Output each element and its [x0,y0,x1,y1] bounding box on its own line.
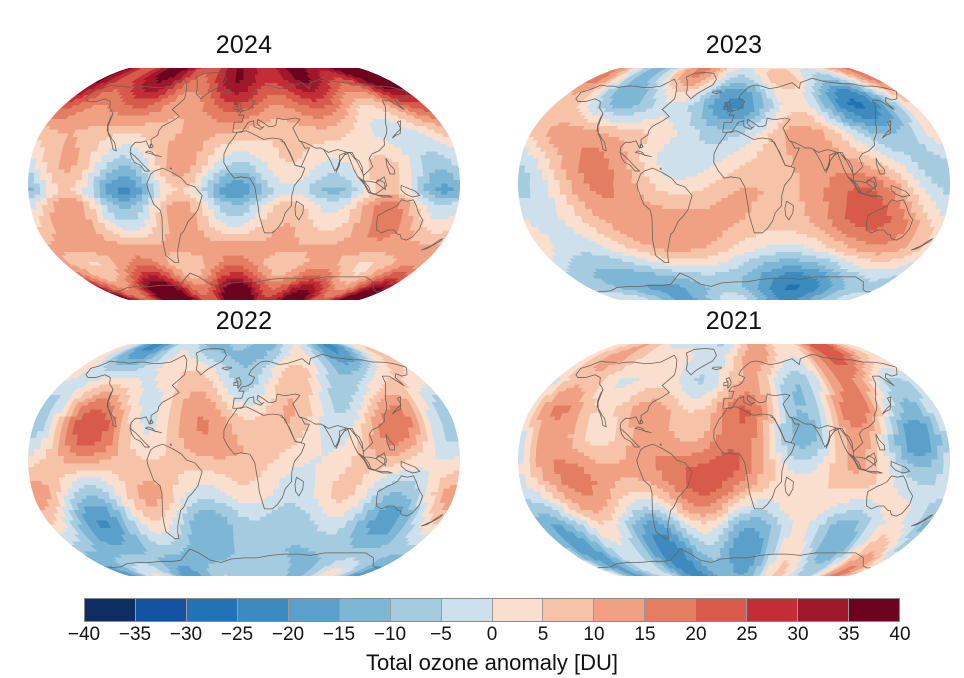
anomaly-field [518,68,950,300]
coastlines [575,348,934,569]
colorbar-tick: 20 [685,624,706,646]
colorbar-cell [491,599,543,621]
anomaly-map [28,344,460,576]
colorbar-cell [389,599,441,621]
colorbar-tick: −20 [272,624,304,646]
colorbar-cell [746,599,798,621]
colorbar-tick: 10 [583,624,604,646]
colorbar-cell [236,599,288,621]
map-panel-2024: 2024 [28,30,460,300]
colorbar-tick-labels: −40 −35 −30 −25 −20 −15 −10 −5 0 5 10 15 20 25 30 35 40 [68,624,911,648]
coastlines [575,72,934,293]
colorbar-tick: 25 [736,624,757,646]
colorbar-cell [542,599,594,621]
colorbar-tick: −40 [68,624,100,646]
map-area [518,68,950,300]
colorbar-cell [85,599,135,621]
anomaly-map [28,68,460,300]
colorbar-tick: −35 [119,624,151,646]
map-area [28,344,460,576]
anomaly-field [28,344,460,576]
colorbar-tick: 35 [838,624,859,646]
map-panel-2023: 2023 [518,30,950,300]
panel-title: 2023 [518,30,950,60]
colorbar-swatches [84,598,900,622]
colorbar-tick: −25 [221,624,253,646]
coastlines [85,72,444,293]
colorbar-cell [134,599,186,621]
colorbar-cell [797,599,849,621]
colorbar-tick: 15 [634,624,655,646]
panel-title: 2021 [518,306,950,336]
anomaly-field [518,344,950,576]
colorbar-cell [695,599,747,621]
colorbar-cell [440,599,492,621]
colorbar-tick: 0 [487,624,498,646]
colorbar-tick: −15 [323,624,355,646]
colorbar-tick: −30 [170,624,202,646]
colorbar-tick: 30 [787,624,808,646]
map-area [28,68,460,300]
panel-title: 2022 [28,306,460,336]
colorbar-tick: −10 [374,624,406,646]
colorbar-tick: −5 [430,624,452,646]
colorbar-cell [848,599,899,621]
colorbar-title: Total ozone anomaly [DU] [84,650,900,676]
colorbar-tick: 5 [538,624,549,646]
colorbar-cell [644,599,696,621]
panel-title: 2024 [28,30,460,60]
coastlines [85,348,444,569]
anomaly-map [518,344,950,576]
map-panel-2021: 2021 [518,306,950,576]
colorbar: −40 −35 −30 −25 −20 −15 −10 −5 0 5 10 15 20 25 30 35 40 … [68,598,911,675]
colorbar-cell [185,599,237,621]
colorbar-cell [593,599,645,621]
map-area [518,344,950,576]
anomaly-map [518,68,950,300]
colorbar-cell [287,599,339,621]
colorbar-tick: 40 [889,624,910,646]
anomaly-field [28,68,460,300]
map-panel-2022: 2022 [28,306,460,576]
colorbar-cell [338,599,390,621]
